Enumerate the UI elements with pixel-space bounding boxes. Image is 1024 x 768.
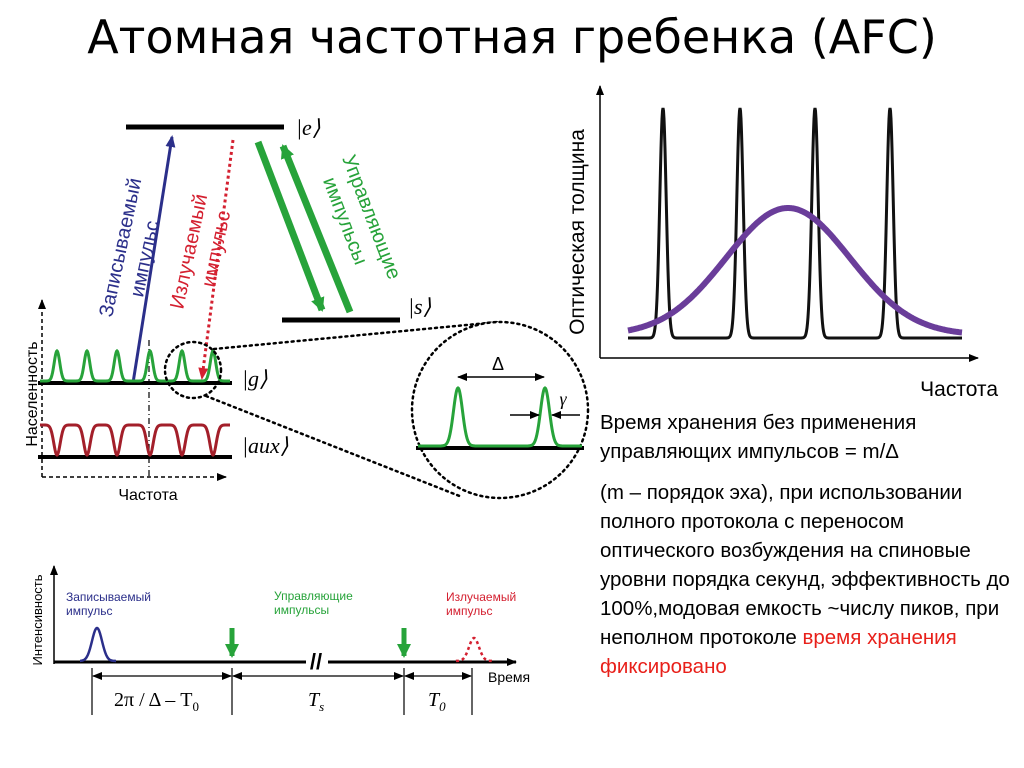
write-pulse-label: Записываемый импульс <box>95 171 173 325</box>
timeline-emitted-label: Излучаемый импульс <box>446 590 520 618</box>
od-inhomogeneous-profile <box>627 205 963 336</box>
level-e-label: |e⟩ <box>296 115 321 140</box>
write-pulse-arrow <box>131 135 176 384</box>
timeline-control-label: Управляющие импульсы <box>274 589 356 617</box>
od-comb-curve <box>628 107 962 340</box>
emitted-pulse-arrow <box>198 139 235 380</box>
control-pulses-label: Управляющие импульсы <box>313 152 407 297</box>
description-text-block: Время хранения без применения управляющи… <box>600 408 1010 693</box>
interval2-label: Ts <box>308 689 324 714</box>
interval1-label: 2π / Δ – T0 <box>114 689 199 714</box>
timeline-write-label: Записываемый импульс <box>66 590 154 618</box>
control-pulse-arrow-up <box>279 144 354 314</box>
timeline-y-label: Интенсивность <box>30 574 45 665</box>
protocol-text: (m – порядок эха), при использовании пол… <box>600 481 1010 649</box>
timeline-diagram: // Интенсивность Время Записываемый импу… <box>30 565 530 715</box>
zoom-source-circle <box>163 340 223 400</box>
energy-diagram: |e⟩ |s⟩ Записываемый импульс Излучаемый … <box>24 115 590 504</box>
zoom-connector-bottom <box>204 394 464 499</box>
emitted-pulse-label: Излучаемый импульс <box>166 187 238 317</box>
level-g-label: |g⟩ <box>242 366 268 391</box>
axis-break-mark: // <box>310 649 322 674</box>
aux-comb-holes <box>40 423 230 457</box>
od-y-label: Оптическая толщина <box>566 129 589 335</box>
g-comb-peaks <box>40 348 230 383</box>
protocol-paragraph: (m – порядок эха), при использовании пол… <box>600 478 1010 681</box>
level-s-label: |s⟩ <box>408 294 432 319</box>
optical-depth-plot: Оптическая толщина Частота <box>566 85 998 401</box>
population-y-label: Населенность <box>24 341 41 446</box>
gamma-label: γ <box>559 389 567 409</box>
level-aux-label: |aux⟩ <box>242 433 289 458</box>
emitted-pulse-shape <box>455 636 493 663</box>
interval3-label: T0 <box>428 689 446 714</box>
write-pulse-shape <box>80 626 116 663</box>
zoom-circle <box>410 320 590 500</box>
control-pulse-arrow-down <box>254 140 326 312</box>
storage-time-paragraph: Время хранения без применения управляющи… <box>600 411 917 463</box>
slide-title: Атомная частотная гребенка (AFC) <box>87 10 937 64</box>
delta-label: Δ <box>492 354 504 374</box>
zoom-connector-top <box>212 320 500 351</box>
zoom-comb-peaks <box>418 386 582 448</box>
population-x-label: Частота <box>118 487 177 504</box>
timeline-x-label: Время <box>488 669 530 685</box>
fixed-storage-text: время хранения фиксировано <box>600 626 957 678</box>
od-x-label: Частота <box>920 378 998 401</box>
